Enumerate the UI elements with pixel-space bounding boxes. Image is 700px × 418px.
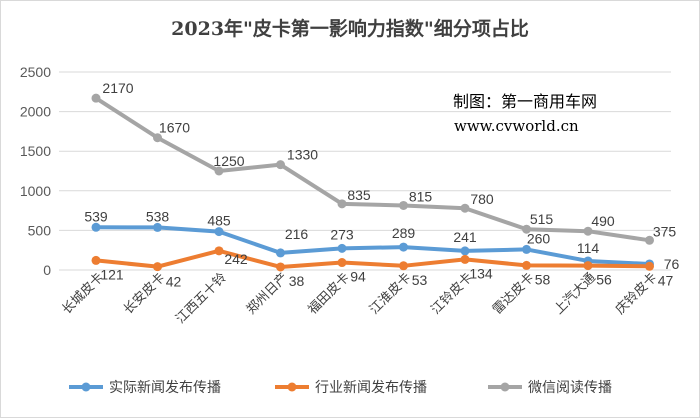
data-label: 515 — [530, 211, 554, 227]
data-point — [276, 262, 285, 272]
data-point — [153, 133, 162, 143]
legend-swatch-marker — [287, 382, 297, 392]
data-point — [399, 261, 408, 271]
data-label: 815 — [409, 188, 433, 204]
data-label: 1670 — [159, 120, 190, 136]
data-label: 58 — [535, 271, 551, 287]
data-point — [460, 246, 470, 256]
data-point — [276, 160, 285, 170]
data-label: 1330 — [287, 147, 318, 163]
legend-label: 微信阅读传播 — [528, 379, 612, 396]
chart-title: 2023年"皮卡第一影响力指数"细分项占比 — [171, 17, 529, 40]
data-label: 485 — [207, 213, 231, 229]
y-tick-label: 1500 — [20, 143, 51, 159]
data-label: 2170 — [102, 80, 133, 96]
data-label: 56 — [596, 272, 612, 288]
credit-annotation: 制图：第一商用车网 — [453, 92, 597, 111]
data-point — [276, 248, 285, 258]
website-annotation: www.cvworld.cn — [454, 117, 579, 135]
data-label: 538 — [146, 208, 170, 224]
data-point — [583, 226, 593, 236]
data-point — [153, 222, 162, 232]
data-label: 375 — [653, 223, 677, 239]
data-label: 94 — [350, 269, 366, 285]
x-tick-label: 庆铃皮卡 — [613, 270, 660, 317]
series-line — [94, 225, 652, 266]
data-label: 273 — [330, 226, 354, 242]
data-label: 76 — [664, 256, 680, 272]
data-point — [460, 203, 470, 213]
y-tick-label: 500 — [28, 222, 52, 238]
data-label: 539 — [84, 208, 108, 224]
legend-swatch-marker — [500, 382, 510, 392]
data-point — [337, 243, 347, 253]
legend-swatch-marker — [81, 382, 91, 392]
x-tick-label: 福田皮卡 — [305, 270, 352, 317]
x-tick-label: 江淮皮卡 — [367, 270, 414, 317]
data-label: 1250 — [213, 153, 244, 169]
data-label: 780 — [470, 191, 494, 207]
x-tick-label: 上汽大通 — [551, 270, 598, 317]
legend-label: 行业新闻发布传播 — [315, 380, 427, 396]
data-point — [91, 255, 101, 265]
data-point — [214, 227, 224, 237]
data-label: 490 — [591, 213, 615, 229]
y-tick-label: 2000 — [20, 104, 51, 120]
data-label: 242 — [224, 251, 248, 267]
data-labels: 539 538 485 216 273 289 241 260 114 76 121 42 242 38 9… — [84, 80, 679, 290]
data-point — [645, 235, 654, 245]
data-label: 38 — [289, 273, 305, 289]
data-point — [337, 199, 347, 209]
data-label: 260 — [527, 230, 551, 246]
data-label: 114 — [577, 240, 600, 256]
data-point — [522, 224, 531, 234]
data-label: 42 — [166, 274, 182, 290]
data-point — [460, 254, 470, 264]
data-label: 121 — [100, 266, 124, 282]
data-point — [337, 258, 347, 268]
data-label: 216 — [285, 226, 309, 242]
y-tick-label: 0 — [43, 262, 51, 278]
y-tick-label: 2500 — [20, 64, 51, 80]
legend-label: 实际新闻发布传播 — [109, 380, 221, 396]
data-point — [399, 242, 408, 252]
data-point — [583, 261, 593, 271]
x-tick-label: 江西五十铃 — [173, 270, 230, 327]
data-point — [645, 261, 654, 271]
data-label: 835 — [347, 187, 371, 203]
data-point — [91, 93, 101, 103]
data-label: 241 — [453, 229, 477, 245]
series-points — [91, 93, 654, 272]
series-line — [94, 96, 652, 243]
data-label: 47 — [658, 272, 674, 288]
legend: 实际新闻发布传播 行业新闻发布传播 微信阅读传播 — [69, 379, 612, 396]
y-axis-ticks: 0 500 1000 1500 2000 2500 — [20, 64, 51, 278]
data-label: 134 — [469, 265, 493, 281]
data-point — [522, 244, 531, 254]
x-tick-label: 郑州日产 — [244, 270, 291, 317]
gridlines — [59, 71, 671, 271]
y-tick-label: 1000 — [20, 183, 51, 199]
x-tick-label: 长安皮卡 — [121, 270, 168, 317]
data-point — [522, 260, 531, 270]
data-label: 289 — [392, 225, 416, 241]
x-tick-label: 雷达皮卡 — [490, 270, 537, 317]
data-point — [91, 222, 101, 232]
data-point — [214, 246, 224, 256]
data-point — [399, 200, 408, 210]
data-point — [153, 262, 162, 272]
data-label: 53 — [412, 272, 428, 288]
series-line — [94, 248, 652, 269]
series-lines — [94, 96, 652, 269]
data-point — [214, 166, 224, 176]
